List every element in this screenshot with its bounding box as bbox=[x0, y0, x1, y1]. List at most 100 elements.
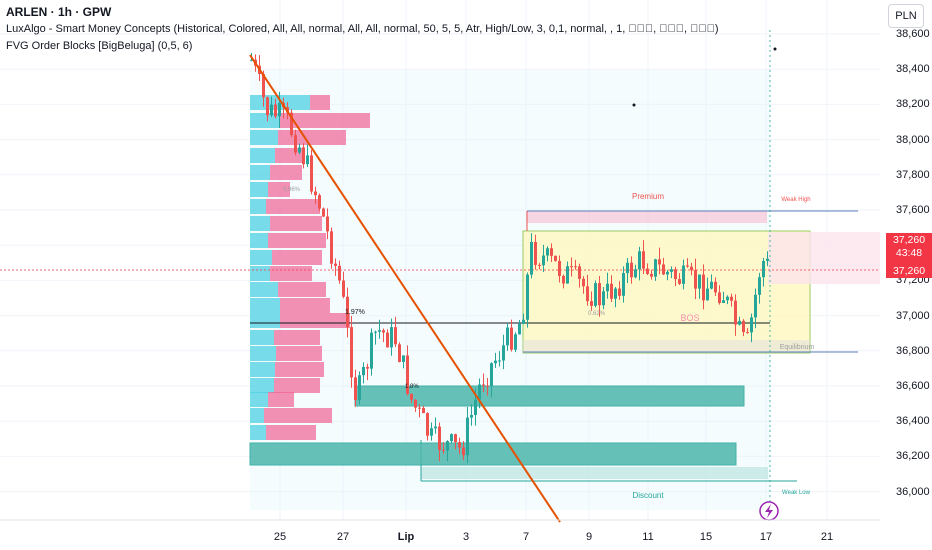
candle-body bbox=[334, 263, 337, 266]
candle-body bbox=[710, 281, 713, 289]
candle-body bbox=[714, 281, 717, 293]
candle-body bbox=[342, 280, 345, 297]
price-tick-label: 38,200 bbox=[896, 98, 930, 111]
equilibrium-band bbox=[523, 340, 810, 353]
candle-body bbox=[318, 195, 321, 209]
candle-body bbox=[402, 355, 405, 362]
candle-body bbox=[646, 268, 649, 274]
volume-bar-buy bbox=[250, 313, 280, 328]
volume-bar-sell bbox=[266, 199, 320, 214]
trend-line[interactable] bbox=[249, 54, 561, 523]
current-price-zone bbox=[768, 232, 880, 284]
pct-label-1: 1.97% bbox=[345, 309, 365, 316]
weak-high-label: Weak High bbox=[781, 197, 810, 203]
candle-body bbox=[634, 269, 637, 278]
lightning-icon[interactable] bbox=[759, 501, 779, 521]
volume-bar-buy bbox=[250, 148, 275, 163]
candle-body bbox=[674, 269, 677, 280]
volume-bar-buy bbox=[250, 346, 276, 361]
candle-body bbox=[598, 283, 601, 306]
candle-body bbox=[498, 360, 501, 362]
candle-body bbox=[502, 345, 505, 361]
volume-bar-sell bbox=[310, 95, 330, 110]
candle-body bbox=[526, 274, 529, 320]
volume-bar-sell bbox=[270, 266, 312, 281]
candle-body bbox=[370, 332, 373, 369]
candle-body bbox=[514, 334, 517, 350]
volume-bar-sell bbox=[264, 408, 332, 423]
candle-body bbox=[686, 265, 689, 267]
volume-bar-sell bbox=[270, 216, 322, 231]
candle-body bbox=[290, 112, 293, 136]
candle-body bbox=[614, 288, 617, 299]
indicator-fvg[interactable]: FVG Order Blocks [BigBeluga] (0,5, 6) bbox=[6, 40, 193, 52]
candle-body bbox=[454, 434, 457, 443]
candle-body bbox=[558, 260, 561, 276]
candle-body bbox=[410, 393, 413, 400]
candle-body bbox=[762, 260, 765, 278]
candle-body bbox=[734, 300, 737, 325]
marker-dot bbox=[632, 103, 636, 107]
volume-bar-buy bbox=[250, 113, 280, 128]
candle-body bbox=[270, 104, 273, 116]
premium-label: Premium bbox=[632, 192, 664, 201]
candle-body bbox=[422, 407, 425, 414]
candle-body bbox=[406, 355, 409, 394]
volume-bar-buy bbox=[250, 216, 270, 231]
candle-body bbox=[434, 426, 437, 429]
candle-body bbox=[654, 259, 657, 277]
price-tick-label: 38,400 bbox=[896, 63, 930, 76]
current-price-value: 37,260 bbox=[892, 234, 926, 246]
candles bbox=[250, 52, 769, 464]
candle-body bbox=[394, 327, 397, 345]
candle-body bbox=[390, 327, 393, 348]
pct-label-4: 1.8% bbox=[405, 384, 419, 390]
currency-button[interactable]: PLN bbox=[888, 4, 924, 28]
candle-body bbox=[586, 286, 589, 302]
candle-body bbox=[482, 384, 485, 386]
equilibrium-box bbox=[522, 230, 811, 354]
candle-body bbox=[602, 291, 605, 306]
time-tick-label: 15 bbox=[699, 531, 713, 543]
volume-bar-sell bbox=[275, 362, 324, 377]
candle-body bbox=[490, 363, 493, 386]
candle-body bbox=[670, 269, 673, 272]
candle-body bbox=[366, 366, 369, 369]
candle-body bbox=[266, 97, 269, 116]
time-tick-label: 27 bbox=[336, 531, 350, 543]
candle-body bbox=[606, 283, 609, 292]
candle-body bbox=[522, 319, 525, 324]
candle-body bbox=[702, 274, 705, 301]
price-tick-label: 36,600 bbox=[896, 380, 930, 392]
time-tick-label: Lip bbox=[397, 531, 415, 543]
volume-bar-buy bbox=[250, 233, 268, 248]
candle-body bbox=[594, 283, 597, 306]
candle-body bbox=[310, 155, 313, 192]
candle-body bbox=[742, 320, 745, 333]
volume-bar-sell bbox=[268, 182, 290, 197]
candle-body bbox=[278, 103, 281, 117]
candle-body bbox=[550, 248, 553, 256]
candle-body bbox=[718, 292, 721, 303]
volume-bar-sell bbox=[278, 282, 326, 297]
candle-body bbox=[438, 426, 441, 450]
indicator-smc[interactable]: LuxAlgo - Smart Money Concepts (Historic… bbox=[6, 23, 719, 35]
candle-body bbox=[570, 266, 573, 268]
candle-body bbox=[538, 264, 541, 266]
order-block-lower bbox=[249, 442, 737, 466]
candle-body bbox=[518, 323, 521, 335]
price-tick-label: 36,000 bbox=[896, 485, 930, 498]
candle-body bbox=[474, 399, 477, 415]
price-tick-label: 38,600 bbox=[896, 28, 930, 40]
candle-body bbox=[302, 147, 305, 165]
price-tick-label: 37,000 bbox=[896, 309, 930, 322]
volume-bar-sell bbox=[280, 113, 370, 128]
candle-body bbox=[262, 74, 265, 98]
volume-bar-buy bbox=[250, 130, 278, 145]
candle-body bbox=[358, 375, 361, 401]
symbol-title[interactable]: ARLEN · 1h · GPW bbox=[6, 5, 112, 19]
candle-body bbox=[350, 327, 353, 378]
candle-body bbox=[510, 327, 513, 350]
candle-body bbox=[322, 208, 325, 217]
